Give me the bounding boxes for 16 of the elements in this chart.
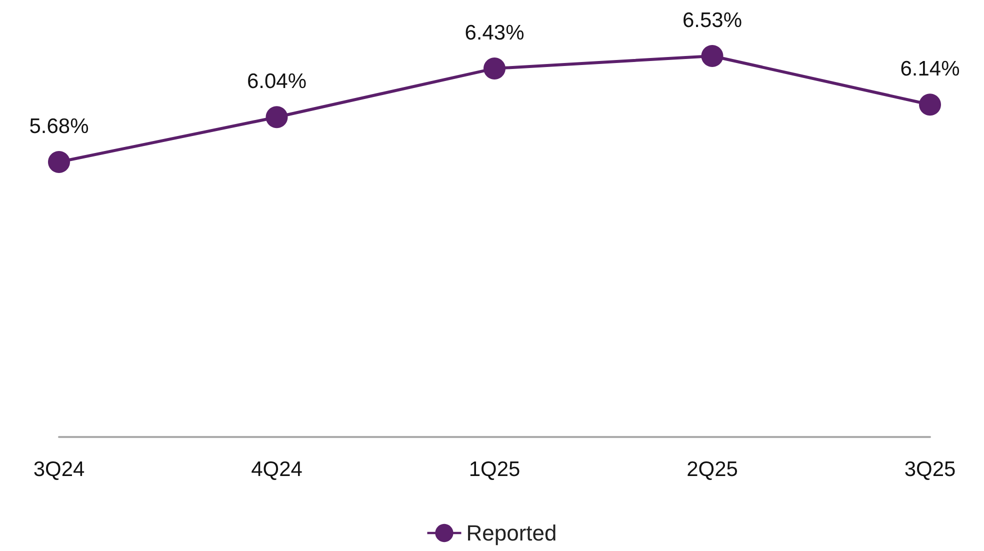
point [919, 94, 941, 116]
x-tick-label: 2Q25 [686, 458, 738, 481]
point [266, 106, 288, 128]
legend-label: Reported [466, 520, 557, 546]
data-label: 6.04% [246, 70, 307, 94]
point [48, 151, 70, 173]
x-tick-label: 3Q25 [904, 458, 956, 481]
point [484, 57, 506, 80]
data-label: 5.68% [29, 115, 89, 138]
data-label: 6.43% [464, 21, 524, 44]
x-tick-label: 3Q24 [33, 458, 86, 481]
data-label: 6.14% [900, 58, 960, 81]
data-label: 6.53% [682, 9, 742, 32]
point [701, 45, 724, 67]
x-tick-label: 4Q24 [251, 458, 303, 481]
x-tick-label: 1Q25 [468, 458, 520, 481]
